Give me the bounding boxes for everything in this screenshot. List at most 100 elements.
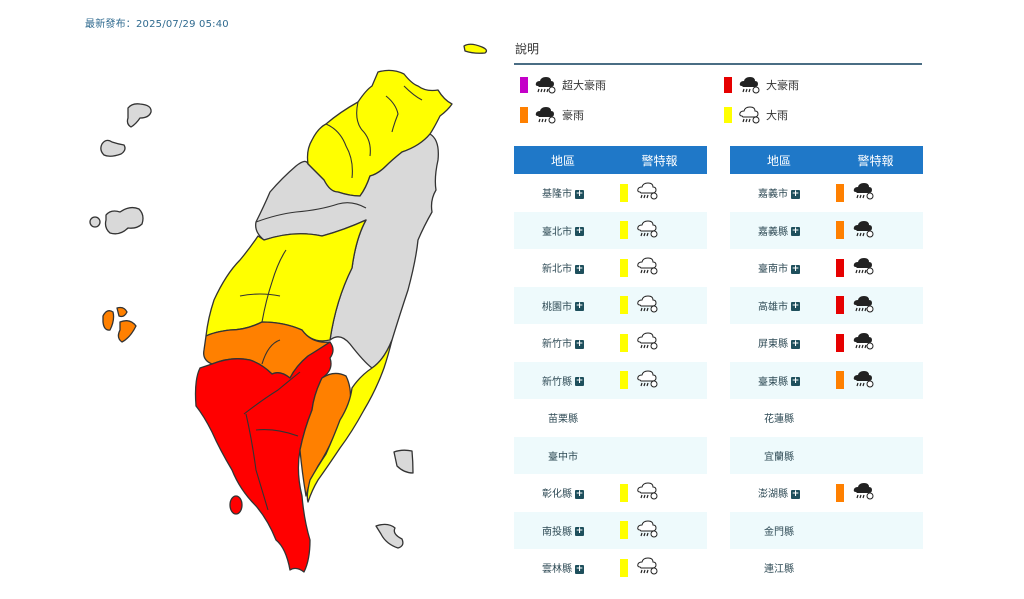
region-cell: 新北市 + [514,249,612,287]
expand-detail-icon[interactable]: + [791,376,800,387]
region-name: 嘉義縣 [758,226,788,238]
rain-warning-icon [636,182,658,203]
region-name: 宜蘭縣 [764,451,794,463]
region-cell: 臺北市 + [514,211,612,249]
warning-level-swatch [620,183,628,202]
table-row: 屏東縣 + [730,324,923,362]
column-header-region: 地區 [730,146,828,174]
region-name: 連江縣 [764,564,794,576]
expand-detail-icon[interactable]: + [791,188,800,199]
column-header-warning: 警特報 [612,146,707,174]
expand-detail-icon[interactable]: + [791,338,800,349]
region-name: 基隆市 [542,189,572,201]
warning-level-swatch [620,258,628,277]
legend-label: 超大豪雨 [562,79,606,92]
legend-item-heavy: 大雨 [724,106,788,124]
region-cell: 基隆市 + [514,174,612,212]
legend-divider [514,63,922,65]
warning-cell [612,324,707,362]
table-row: 連江縣 [730,549,923,587]
expand-detail-icon[interactable]: + [575,188,584,199]
rain-warning-icon [636,482,658,503]
region-cell: 新竹市 + [514,324,612,362]
expand-detail-icon[interactable]: + [575,263,584,274]
region-cell: 屏東縣 + [730,324,828,362]
warning-cell [828,436,923,474]
table-row: 桃園市 + [514,286,707,324]
expand-detail-icon[interactable]: + [575,226,584,237]
warning-level-swatch [836,183,844,202]
rain-warning-icon [636,220,658,241]
table-row: 新竹縣 + [514,361,707,399]
warning-level-swatch [620,521,628,540]
rain-warning-icon [852,332,874,353]
map-island-kinmen-4 [89,216,101,228]
expand-detail-icon[interactable]: + [791,263,800,274]
taiwan-rain-warning-map [89,43,488,573]
map-region-lienchiang [463,43,488,54]
region-cell: 臺東縣 + [730,361,828,399]
legend-swatch [520,77,528,93]
table-row: 南投縣 + [514,511,707,549]
table-row: 雲林縣 + [514,549,707,587]
expand-detail-icon[interactable]: + [575,376,584,387]
region-cell: 金門縣 [730,511,828,549]
warning-table-right: 地區 警特報 嘉義市 + 嘉義縣 + 臺南市 + 高雄市 + 屏東縣 + 臺東縣 + 花蓮縣 宜蘭縣 澎湖縣… [730,146,923,587]
warning-cell [612,511,707,549]
warning-cell [828,549,923,587]
region-name: 澎湖縣 [758,489,788,501]
table-row: 彰化縣 + [514,474,707,512]
region-cell: 高雄市 + [730,286,828,324]
expand-detail-icon[interactable]: + [575,301,584,312]
region-cell: 南投縣 + [514,511,612,549]
expand-detail-icon[interactable]: + [575,338,584,349]
table-row: 臺東縣 + [730,361,923,399]
expand-detail-icon[interactable]: + [575,526,584,537]
warning-cell [612,436,707,474]
warning-level-swatch [836,371,844,390]
warning-cell [828,474,923,512]
map-island-liuqiu [229,495,243,515]
region-name: 新竹市 [542,339,572,351]
region-name: 臺北市 [542,226,572,238]
table-row: 澎湖縣 + [730,474,923,512]
rain-warning-icon [852,257,874,278]
warning-cell [612,211,707,249]
table-row: 苗栗縣 [514,399,707,437]
warning-level-swatch [836,258,844,277]
rain-warning-icon [636,257,658,278]
warning-level-swatch [620,483,628,502]
region-cell: 臺中市 [514,436,612,474]
warning-cell [612,399,707,437]
expand-detail-icon[interactable]: + [575,563,584,574]
region-name: 臺東縣 [758,376,788,388]
region-name: 苗栗縣 [548,414,578,426]
warning-level-swatch [620,221,628,240]
legend-swatch [724,107,732,123]
warning-table-left: 地區 警特報 基隆市 + 臺北市 + 新北市 + 桃園市 + 新竹市 + 新竹縣 + 苗栗縣 臺中市 彰化縣… [514,146,707,587]
expand-detail-icon[interactable]: + [791,226,800,237]
legend-label: 大雨 [766,109,788,122]
map-region-taitung-coast [306,339,393,503]
warning-cell [828,361,923,399]
table-row: 臺中市 [514,436,707,474]
extreme-torrential-rain-icon [535,77,556,94]
rain-warning-icon [852,295,874,316]
table-row: 臺北市 + [514,211,707,249]
region-name: 新北市 [542,264,572,276]
warning-cell [828,211,923,249]
warning-cell [612,474,707,512]
legend-item-torrential: 大豪雨 [724,76,799,94]
legend-title: 說明 [515,42,540,56]
column-header-region: 地區 [514,146,612,174]
map-region-tainan-kaohsiung-pingtung [194,341,334,573]
table-row: 嘉義縣 + [730,211,923,249]
region-cell: 雲林縣 + [514,549,612,587]
expand-detail-icon[interactable]: + [791,488,800,499]
expand-detail-icon[interactable]: + [575,488,584,499]
table-row: 基隆市 + [514,174,707,212]
expand-detail-icon[interactable]: + [791,301,800,312]
rain-warning-icon [636,370,658,391]
warning-level-swatch [620,296,628,315]
region-cell: 新竹縣 + [514,361,612,399]
